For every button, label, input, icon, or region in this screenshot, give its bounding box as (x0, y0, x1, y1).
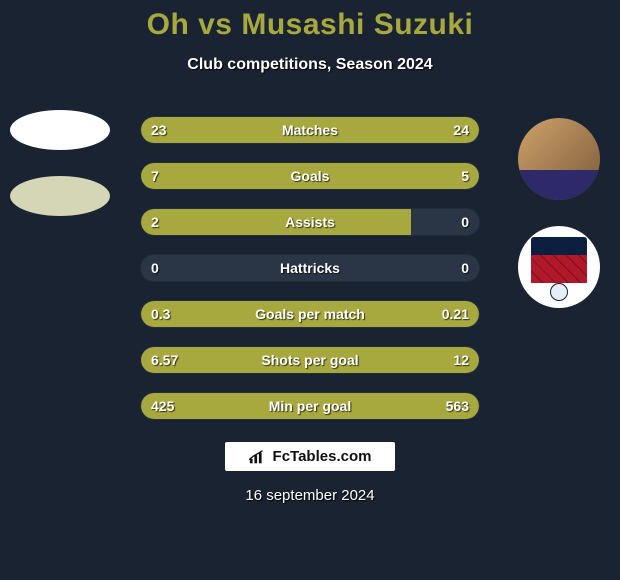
stat-row: 2 0 Assists (140, 208, 480, 236)
brand-chart-icon (249, 449, 267, 465)
stat-value-right: 0.21 (442, 306, 469, 322)
player1-club-placeholder (10, 176, 110, 216)
left-player-avatars (10, 110, 110, 216)
stat-value-right: 24 (453, 122, 469, 138)
stat-value-left: 23 (151, 122, 167, 138)
competition-subtitle: Club competitions, Season 2024 (187, 56, 432, 74)
stat-label: Shots per goal (261, 352, 358, 368)
player1-name: Oh (147, 8, 190, 41)
stat-label: Goals (291, 168, 330, 184)
stat-row: 7 5 Goals (140, 162, 480, 190)
stat-fill-left (141, 209, 411, 235)
comparison-title: Oh vs Musashi Suzuki (147, 8, 474, 42)
stat-value-left: 0.3 (151, 306, 170, 322)
player2-club-badge (518, 226, 600, 308)
brand-badge: FcTables.com (225, 442, 396, 471)
stat-row: 6.57 12 Shots per goal (140, 346, 480, 374)
stat-value-left: 7 (151, 168, 159, 184)
stat-fill-right (337, 163, 479, 189)
stat-row: 0.3 0.21 Goals per match (140, 300, 480, 328)
stats-list: 23 24 Matches 7 5 Goals 2 0 Assists 0 0 Hattricks 0.… (140, 116, 480, 420)
player2-name: Musashi Suzuki (241, 8, 473, 41)
right-player-avatars (518, 118, 600, 308)
stat-label: Matches (282, 122, 338, 138)
snapshot-date: 16 september 2024 (245, 487, 374, 504)
vs-separator: vs (198, 8, 232, 41)
stat-value-right: 563 (446, 398, 469, 414)
stat-label: Assists (285, 214, 335, 230)
stat-value-right: 0 (461, 260, 469, 276)
player1-photo-placeholder (10, 110, 110, 150)
stat-row: 23 24 Matches (140, 116, 480, 144)
player2-photo (518, 118, 600, 200)
stat-value-left: 425 (151, 398, 174, 414)
club-badge-graphic (531, 237, 587, 297)
stat-label: Hattricks (280, 260, 340, 276)
stat-value-left: 6.57 (151, 352, 178, 368)
comparison-card: Oh vs Musashi Suzuki Club competitions, … (0, 0, 620, 580)
stat-value-right: 5 (461, 168, 469, 184)
stat-value-left: 2 (151, 214, 159, 230)
brand-text: FcTables.com (273, 448, 372, 465)
stat-value-right: 12 (453, 352, 469, 368)
stat-value-right: 0 (461, 214, 469, 230)
stat-label: Goals per match (255, 306, 365, 322)
stat-row: 0 0 Hattricks (140, 254, 480, 282)
stat-value-left: 0 (151, 260, 159, 276)
stat-row: 425 563 Min per goal (140, 392, 480, 420)
stat-label: Min per goal (269, 398, 351, 414)
